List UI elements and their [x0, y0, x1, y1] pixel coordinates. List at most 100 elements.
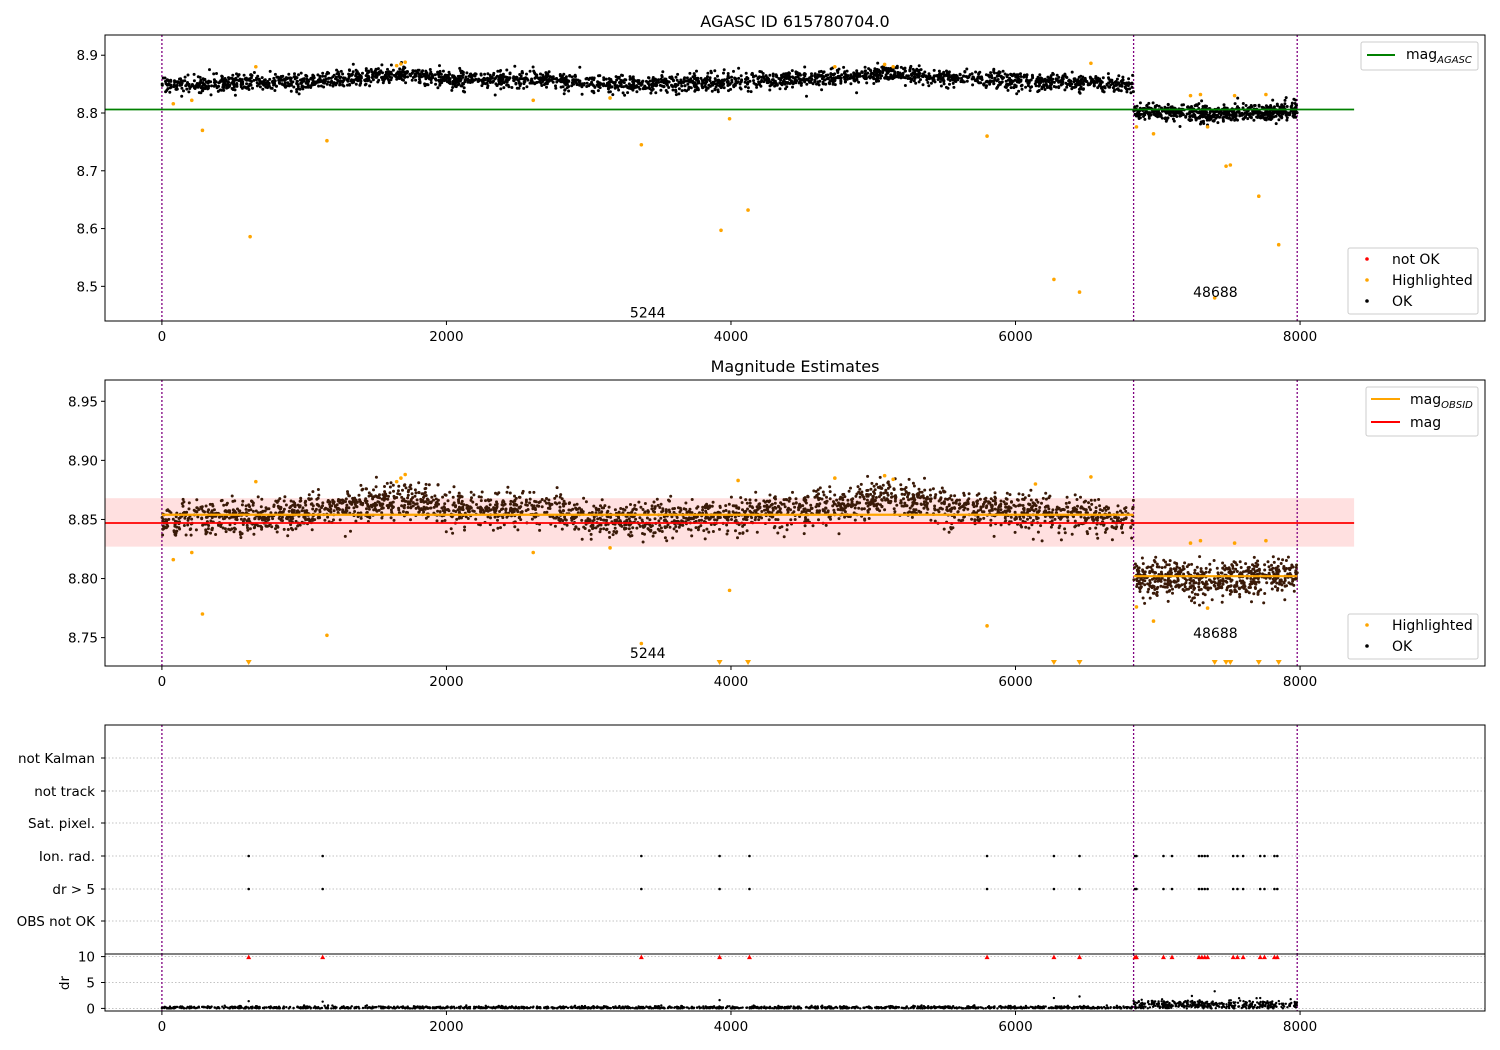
- ok-point: [849, 505, 853, 509]
- ok-point: [571, 78, 575, 82]
- ok-point: [793, 505, 797, 509]
- ok-point: [264, 85, 268, 89]
- ok-point: [431, 75, 434, 79]
- ok-point: [1121, 75, 1125, 79]
- ok-point: [891, 68, 895, 72]
- ok-point: [722, 86, 726, 90]
- highlighted-point: [1256, 194, 1261, 198]
- ok-point: [889, 73, 893, 77]
- ok-point: [716, 74, 719, 78]
- ok-point: [257, 82, 261, 86]
- ok-point: [598, 86, 602, 90]
- ok-point: [163, 76, 167, 80]
- ok-point: [282, 499, 286, 503]
- ok-point: [1002, 500, 1006, 504]
- ok-point: [858, 495, 862, 499]
- ok-point: [311, 76, 315, 80]
- ok-point: [736, 80, 740, 84]
- ok-point: [792, 76, 795, 80]
- ok-point: [722, 71, 725, 75]
- ok-point: [716, 81, 720, 85]
- ok-point: [554, 86, 558, 90]
- ok-point: [663, 79, 667, 83]
- ok-point: [954, 76, 958, 80]
- ok-point: [368, 84, 372, 88]
- ok-point: [1077, 90, 1081, 94]
- ok-point: [179, 81, 183, 85]
- ok-point: [890, 495, 894, 499]
- ok-point: [1133, 113, 1137, 117]
- y-tick-label: 8.7: [77, 164, 98, 180]
- ok-point: [1040, 539, 1044, 543]
- ok-point: [311, 83, 315, 87]
- ok-point: [612, 530, 616, 533]
- ok-point: [381, 506, 385, 510]
- ok-point: [910, 74, 914, 77]
- ok-point: [677, 92, 681, 96]
- ok-point: [1070, 70, 1074, 74]
- ok-point: [1034, 79, 1038, 83]
- ok-point: [346, 83, 349, 87]
- ok-point: [387, 494, 390, 498]
- ok-point: [726, 529, 730, 533]
- ok-point: [358, 83, 362, 87]
- ok-point: [691, 81, 695, 85]
- ok-point: [321, 74, 325, 78]
- ok-point: [626, 91, 630, 95]
- ok-point: [663, 536, 667, 540]
- ok-point: [188, 87, 192, 90]
- ok-point: [342, 84, 346, 88]
- ok-point: [221, 85, 225, 89]
- ok-point: [1143, 113, 1147, 117]
- ok-point: [875, 72, 878, 76]
- ok-point: [953, 515, 956, 519]
- ok-point: [209, 93, 213, 97]
- ok-point: [665, 82, 669, 86]
- ok-point: [522, 86, 526, 90]
- ok-point: [1155, 104, 1159, 107]
- ok-point: [604, 77, 608, 81]
- ok-point: [971, 83, 975, 87]
- ok-point: [207, 84, 211, 88]
- ok-point: [1119, 83, 1123, 87]
- ok-point: [764, 74, 768, 78]
- ok-point: [650, 504, 654, 508]
- ok-point: [231, 73, 235, 77]
- ok-point: [1274, 122, 1278, 126]
- ok-point: [380, 63, 384, 67]
- ok-point: [624, 78, 628, 82]
- ok-point: [1226, 111, 1230, 115]
- ok-point: [1063, 531, 1067, 535]
- ok-point: [414, 491, 418, 495]
- ok-point: [530, 77, 534, 81]
- ok-point: [359, 483, 363, 487]
- ok-point: [186, 81, 189, 84]
- ok-point: [1063, 527, 1067, 531]
- x-tick-label: 0: [158, 329, 167, 345]
- ok-point: [551, 75, 555, 79]
- ok-point: [1250, 105, 1254, 109]
- ok-point: [738, 531, 742, 535]
- ok-point: [1172, 119, 1176, 123]
- ok-point: [515, 86, 519, 90]
- legend-upper: [1360, 41, 1479, 71]
- ok-point: [425, 72, 429, 76]
- ok-point: [933, 519, 937, 523]
- ok-point: [505, 83, 509, 87]
- ok-point: [413, 488, 417, 492]
- ok-point: [591, 89, 595, 93]
- highlighted-point: [254, 64, 258, 69]
- ok-point: [622, 81, 626, 85]
- ok-point: [921, 83, 925, 87]
- ok-point: [1022, 73, 1026, 77]
- ok-point: [335, 68, 339, 72]
- ok-point: [195, 498, 199, 502]
- ok-point: [560, 78, 564, 82]
- ok-point: [1168, 112, 1172, 116]
- ok-point: [295, 90, 299, 94]
- ok-point: [839, 81, 843, 85]
- ok-point: [286, 534, 290, 538]
- ok-point: [585, 81, 589, 85]
- ok-point: [1110, 78, 1114, 82]
- x-tick-label: 6000: [998, 329, 1032, 345]
